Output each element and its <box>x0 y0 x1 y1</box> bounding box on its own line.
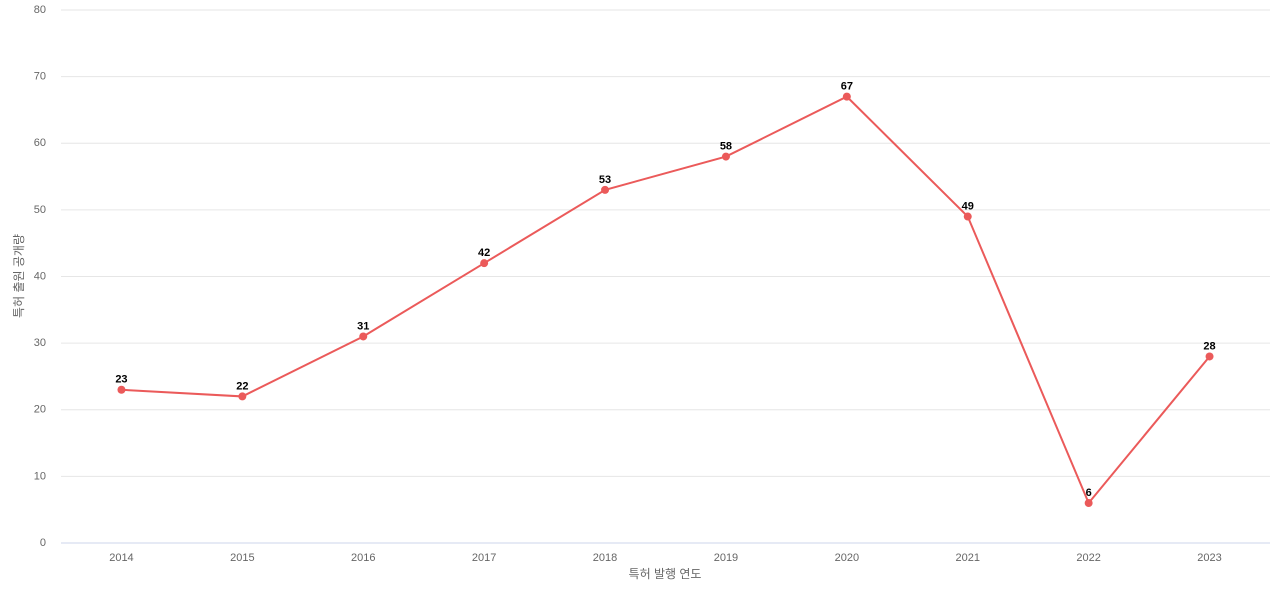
y-tick-label: 50 <box>34 204 46 216</box>
marker <box>1205 352 1214 361</box>
x-tick-label: 2018 <box>593 552 617 564</box>
data-label: 31 <box>357 320 369 332</box>
marker <box>480 259 489 268</box>
x-tick-label: 2019 <box>714 552 738 564</box>
y-tick-label: 0 <box>40 537 46 549</box>
y-tick-label: 60 <box>34 137 46 149</box>
data-label: 42 <box>478 247 490 259</box>
y-tick-label: 30 <box>34 337 46 349</box>
x-tick-label: 2017 <box>472 552 496 564</box>
data-label: 58 <box>720 140 732 152</box>
x-tick-label: 2023 <box>1197 552 1221 564</box>
marker <box>238 392 247 401</box>
data-label: 23 <box>115 374 127 386</box>
x-tick-label: 2021 <box>956 552 980 564</box>
data-label: 6 <box>1086 487 1092 499</box>
marker <box>721 152 730 161</box>
marker <box>359 332 368 341</box>
data-label: 28 <box>1203 340 1215 352</box>
data-label: 67 <box>841 81 853 93</box>
data-label: 53 <box>599 174 611 186</box>
y-tick-label: 20 <box>34 404 46 416</box>
y-tick-label: 80 <box>34 4 46 16</box>
x-tick-label: 2020 <box>835 552 859 564</box>
data-label: 49 <box>962 200 974 212</box>
marker <box>601 185 610 194</box>
marker <box>1084 499 1093 508</box>
data-label: 22 <box>236 380 248 392</box>
x-tick-label: 2016 <box>351 552 375 564</box>
marker <box>963 212 972 221</box>
x-axis-title: 특허 발행 연도 <box>629 566 702 581</box>
marker <box>842 92 851 101</box>
y-axis-title: 특허 출원 공개량 <box>12 234 26 318</box>
x-tick-label: 2014 <box>109 552 133 564</box>
marker <box>117 385 126 394</box>
line <box>121 95 1211 505</box>
y-tick-label: 10 <box>34 470 46 482</box>
y-tick-label: 40 <box>34 270 46 282</box>
y-tick-label: 70 <box>34 71 46 83</box>
x-tick-label: 2015 <box>230 552 254 564</box>
x-tick-label: 2022 <box>1076 552 1100 564</box>
